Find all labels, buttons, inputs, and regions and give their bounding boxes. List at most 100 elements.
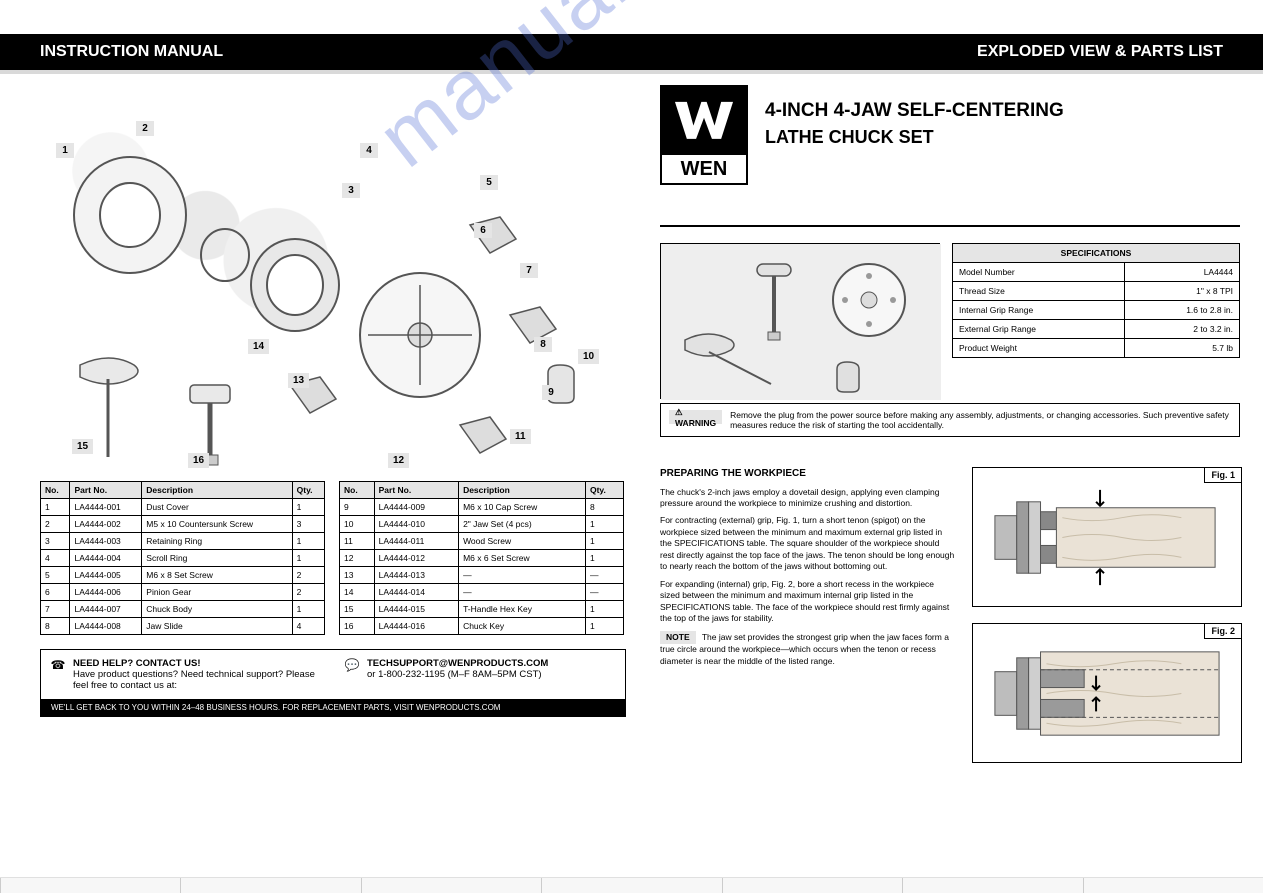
ruler-tick [180,878,360,893]
parts-cell: LA4444-014 [374,584,458,601]
parts-cell: 4 [292,618,324,635]
parts-cell: 1 [585,601,623,618]
spec-cell: 2 to 3.2 in. [1125,320,1240,339]
prepare-section: PREPARING THE WORKPIECE The chuck's 2-in… [660,467,955,673]
header-sub-band [0,70,1263,74]
parts-cell: 13 [340,567,375,584]
prepare-note: NOTE The jaw set provides the strongest … [660,631,955,667]
spec-table: SPECIFICATIONSModel NumberLA4444Thread S… [952,243,1240,358]
header-left: INSTRUCTION MANUAL [40,43,223,61]
prepare-p3: For expanding (internal) grip, Fig. 2, b… [660,579,955,625]
table-row: 13LA4444-013—— [340,567,624,584]
contact-box: ☎ NEED HELP? CONTACT US! Have product qu… [40,649,626,717]
parts-cell: LA4444-002 [70,516,142,533]
ruler-tick [1083,878,1263,893]
parts-cell: Retaining Ring [142,533,292,550]
spec-cell: LA4444 [1125,263,1240,282]
parts-cell: LA4444-016 [374,618,458,635]
parts-cell: Chuck Key [459,618,586,635]
contact-phone-number: or 1-800-232-1195 (M–F 8AM–5PM CST) [367,669,548,680]
parts-cell: 12 [340,550,375,567]
parts-header: Description [459,482,586,499]
parts-cell: LA4444-003 [70,533,142,550]
figure-1-illustration [983,478,1231,597]
parts-cell: — [459,584,586,601]
figure-1: Fig. 1 [972,467,1242,607]
prepare-p2: For contracting (external) grip, Fig. 1,… [660,515,955,572]
diagram-callout: 13 [288,373,309,388]
product-title: 4-INCH 4-JAW SELF-CENTERING [765,100,1064,122]
parts-cell: LA4444-004 [70,550,142,567]
diagram-callout: 1 [56,143,74,158]
prepare-p1: The chuck's 2-inch jaws employ a dovetai… [660,487,955,510]
parts-header: Part No. [70,482,142,499]
title-rule [660,225,1240,227]
parts-tables-row: No.Part No.DescriptionQty.1LA4444-001Dus… [40,481,630,635]
diagram-callout: 15 [72,439,93,454]
parts-cell: 1 [585,550,623,567]
diagram-callout: 12 [388,453,409,468]
diagram-callout: 10 [578,349,599,364]
diagram-callout: 11 [510,429,531,444]
warning-text: Remove the plug from the power source be… [730,410,1231,430]
table-row: 4LA4444-004Scroll Ring1 [41,550,325,567]
parts-header: Qty. [585,482,623,499]
note-label: NOTE [660,631,696,644]
parts-cell: 1 [292,533,324,550]
contact-email: TECHSUPPORT@WENPRODUCTS.COM [367,658,548,669]
parts-cell: — [585,584,623,601]
table-row: 8LA4444-008Jaw Slide4 [41,618,325,635]
parts-cell: LA4444-011 [374,533,458,550]
diagram-callout: 3 [342,183,360,198]
parts-cell: — [585,567,623,584]
parts-header: No. [340,482,375,499]
parts-cell: 11 [340,533,375,550]
spec-cell: External Grip Range [953,320,1125,339]
parts-cell: 2 [292,584,324,601]
spec-cell: 1" x 8 TPI [1125,282,1240,301]
table-row: Internal Grip Range1.6 to 2.8 in. [953,301,1240,320]
parts-cell: Dust Cover [142,499,292,516]
figure-2-illustration [983,634,1231,753]
table-row: 15LA4444-015T-Handle Hex Key1 [340,601,624,618]
package-contents-illustration [660,243,940,399]
contact-phone-text: Have product questions? Need technical s… [73,669,321,691]
parts-cell: LA4444-006 [70,584,142,601]
parts-table-left: No.Part No.DescriptionQty.1LA4444-001Dus… [40,481,325,635]
parts-cell: 2 [292,567,324,584]
diagram-callout: 7 [520,263,538,278]
ruler-tick [722,878,902,893]
parts-cell: LA4444-005 [70,567,142,584]
parts-cell: 8 [585,499,623,516]
table-row: 11LA4444-011Wood Screw1 [340,533,624,550]
parts-cell: 3 [41,533,70,550]
bottom-ruler [0,877,1263,893]
parts-cell: 2 [41,516,70,533]
chat-icon: 💬 [345,658,359,672]
table-row: Thread Size1" x 8 TPI [953,282,1240,301]
contact-top: ☎ NEED HELP? CONTACT US! Have product qu… [41,650,625,699]
diagram-callout: 9 [542,385,560,400]
wen-logo-w-icon [662,87,746,155]
parts-cell: 5 [41,567,70,584]
parts-cell: 6 [41,584,70,601]
ruler-tick [361,878,541,893]
ruler-tick [541,878,721,893]
parts-cell: 10 [340,516,375,533]
diagram-callout: 14 [248,339,269,354]
contact-chat-col: 💬 TECHSUPPORT@WENPRODUCTS.COM or 1-800-2… [345,658,615,691]
parts-cell: 7 [41,601,70,618]
parts-cell: — [459,567,586,584]
parts-cell: 4 [41,550,70,567]
parts-header: No. [41,482,70,499]
spec-cell: 5.7 lb [1125,339,1240,358]
note-text: The jaw set provides the strongest grip … [660,632,949,666]
spec-cell: Model Number [953,263,1125,282]
parts-cell: 1 [41,499,70,516]
table-row: Model NumberLA4444 [953,263,1240,282]
table-row: Product Weight5.7 lb [953,339,1240,358]
product-subtitle: LATHE CHUCK SET [765,127,934,148]
warning-label: ⚠ WARNING [669,410,722,424]
parts-cell: 1 [292,499,324,516]
parts-cell: Wood Screw [459,533,586,550]
